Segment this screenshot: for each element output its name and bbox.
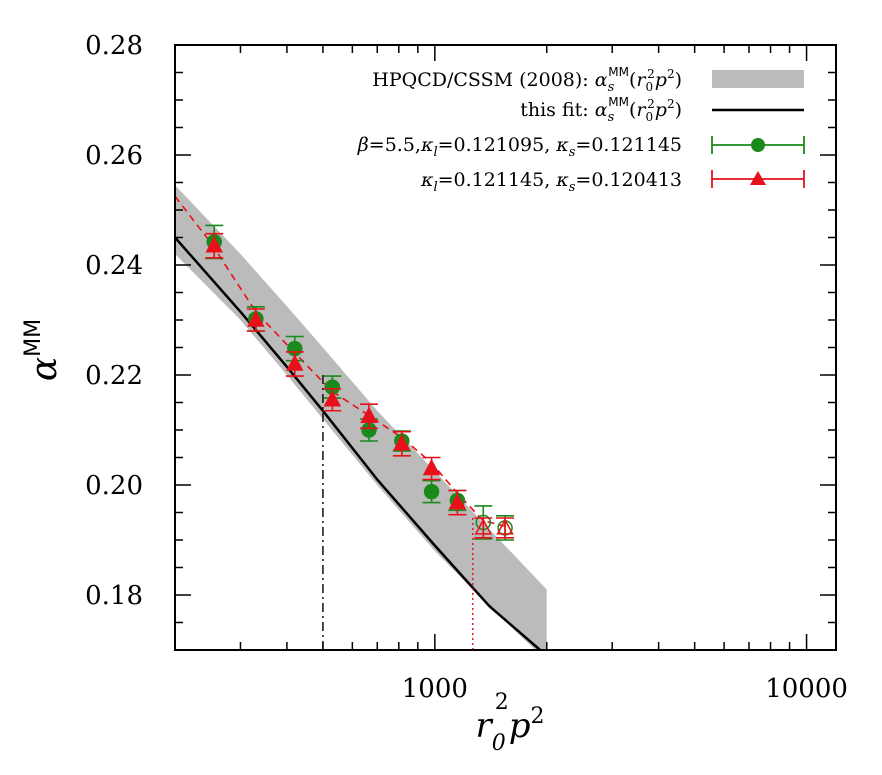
triangle-marker xyxy=(205,236,223,253)
red-data-point xyxy=(246,308,265,332)
y-tick-label: 0.22 xyxy=(85,361,143,391)
y-tick-label: 0.18 xyxy=(85,581,143,611)
legend-entry-fit: this fit: αsMM(r02p2) xyxy=(520,95,804,125)
triangle-marker xyxy=(247,310,265,327)
green-data-point xyxy=(422,479,441,504)
svg-text:this fit: αsMM(r02p2): this fit: αsMM(r02p2) xyxy=(520,95,682,125)
red-data-point xyxy=(448,489,467,516)
triangle-marker xyxy=(474,518,493,535)
legend-entry-green: β=5.5,κl=0.121095, κs=0.121145 xyxy=(357,134,805,160)
legend-swatch-band xyxy=(712,70,804,88)
y-tick-label: 0.28 xyxy=(85,31,143,61)
red-data-point xyxy=(496,517,515,539)
legend: HPQCD/CSSM (2008): αsMM(r02p2) this fit:… xyxy=(357,65,805,195)
red-data-point xyxy=(359,403,378,430)
triangle-marker xyxy=(323,390,342,407)
x-tick-label: 1000 xyxy=(402,674,468,704)
hpqcd-band xyxy=(175,185,547,650)
red-data-point xyxy=(474,517,493,539)
red-data-point xyxy=(422,456,441,481)
triangle-marker xyxy=(286,354,304,371)
legend-swatch-green-marker xyxy=(751,138,765,152)
red-data-point xyxy=(205,232,224,259)
svg-text:HPQCD/CSSM (2008): αsMM(r02p2): HPQCD/CSSM (2008): αsMM(r02p2) xyxy=(372,65,682,95)
red-data-point xyxy=(323,387,342,412)
legend-entry-red: κl=0.121145, κs=0.120413 xyxy=(420,169,805,195)
svg-text:κl=0.121145, κs=0.120413: κl=0.121145, κs=0.120413 xyxy=(420,169,682,195)
y-tick-label: 0.26 xyxy=(85,141,143,171)
red-data-point xyxy=(392,430,411,457)
legend-entry-band: HPQCD/CSSM (2008): αsMM(r02p2) xyxy=(372,65,804,95)
tick-labels: 1000 10000 0.18 0.20 0.22 0.24 0.26 0.28 xyxy=(85,31,848,704)
svg-text:β=5.5,κl=0.121095, κs=0.121145: β=5.5,κl=0.121095, κs=0.121145 xyxy=(357,134,682,160)
y-tick-label: 0.24 xyxy=(85,251,143,281)
x-tick-label: 10000 xyxy=(765,674,848,704)
x-axis-title: r02p2 xyxy=(475,690,544,756)
triangle-marker xyxy=(422,458,441,476)
circle-marker xyxy=(423,483,440,500)
legend-swatch-red-marker xyxy=(750,171,766,185)
triangle-marker xyxy=(496,518,514,535)
fit-line xyxy=(175,236,541,650)
red-data-point xyxy=(285,351,304,377)
y-tick-label: 0.20 xyxy=(85,471,143,501)
red-dashed-curve xyxy=(175,195,506,528)
triangle-marker xyxy=(448,493,467,510)
axis-ticks xyxy=(174,44,836,651)
plot-area xyxy=(175,185,547,650)
y-axis-title: αMM xyxy=(21,319,65,381)
triangle-marker xyxy=(393,434,411,451)
triangle-marker xyxy=(360,406,378,423)
